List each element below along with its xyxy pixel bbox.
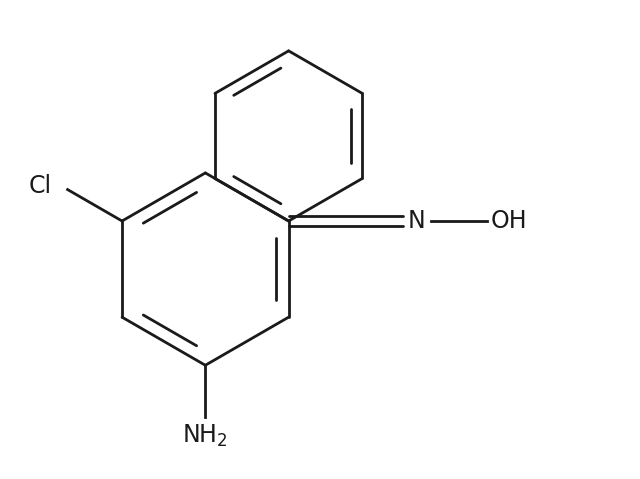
Text: Cl: Cl: [28, 174, 51, 198]
Text: OH: OH: [491, 209, 527, 233]
Text: NH$_2$: NH$_2$: [182, 423, 228, 449]
Text: N: N: [408, 209, 426, 233]
